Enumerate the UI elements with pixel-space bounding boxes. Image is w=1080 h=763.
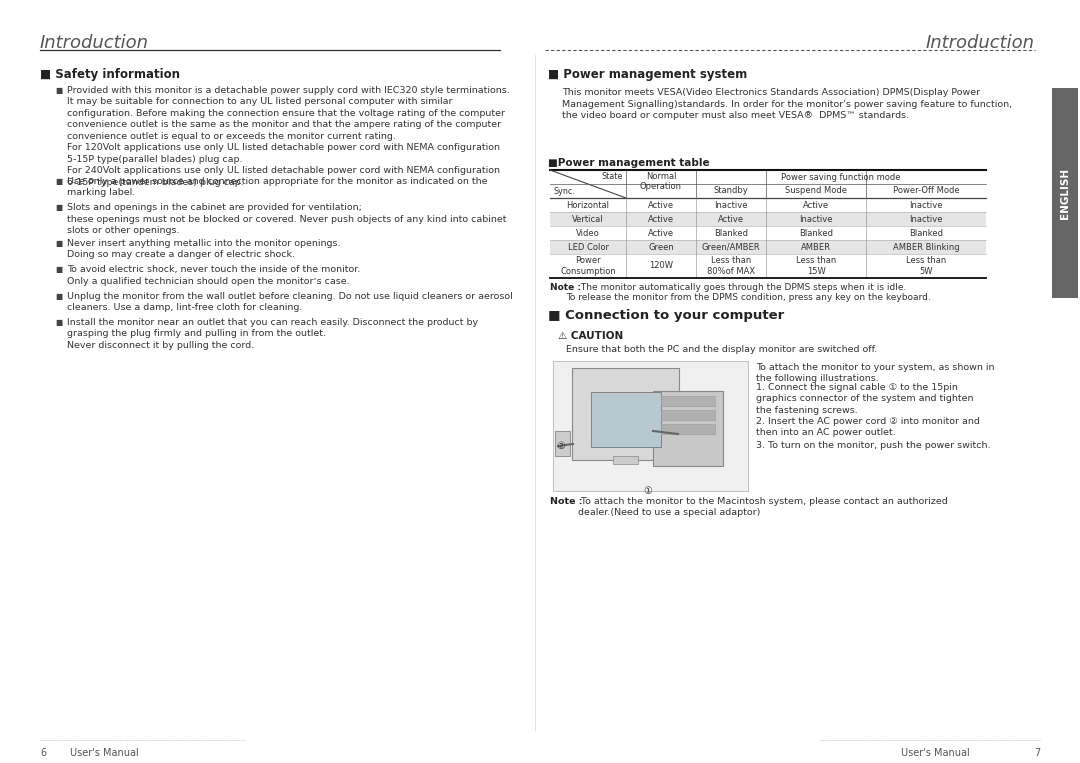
Text: Standby: Standby (714, 186, 748, 195)
Bar (1052, 88, 1078, 298)
Text: ②: ② (556, 441, 565, 451)
Text: Horizontal: Horizontal (567, 201, 609, 210)
Text: ■ Connection to your computer: ■ Connection to your computer (548, 309, 784, 322)
Text: Ensure that both the PC and the display monitor are switched off.: Ensure that both the PC and the display … (566, 345, 877, 354)
Text: 1. Connect the signal cable ① to the 15pin
graphics connector of the system and : 1. Connect the signal cable ① to the 15p… (756, 383, 973, 415)
Text: ■: ■ (55, 291, 63, 301)
Bar (591, 392, 661, 447)
Text: The monitor automatically goes through the DPMS steps when it is idle.: The monitor automatically goes through t… (578, 283, 906, 292)
Text: Active: Active (648, 201, 674, 210)
Text: AMBER: AMBER (801, 243, 831, 252)
Text: Green/AMBER: Green/AMBER (702, 243, 760, 252)
Text: LED Color: LED Color (567, 243, 608, 252)
Text: Less than
15W: Less than 15W (796, 256, 836, 275)
Text: To release the monitor from the DPMS condition, press any key on the keyboard.: To release the monitor from the DPMS con… (566, 293, 931, 302)
Text: ENGLISH: ENGLISH (1059, 167, 1070, 218)
Text: Blanked: Blanked (714, 228, 748, 237)
Text: Power-Off Mode: Power-Off Mode (893, 186, 959, 195)
FancyBboxPatch shape (572, 368, 679, 460)
Text: ■ Safety information: ■ Safety information (40, 68, 180, 81)
Text: Inactive: Inactive (909, 201, 943, 210)
Text: Note :: Note : (550, 497, 582, 506)
Text: Inactive: Inactive (714, 201, 747, 210)
Text: ①: ① (644, 486, 652, 496)
Text: Less than
5W: Less than 5W (906, 256, 946, 275)
Text: AMBER Blinking: AMBER Blinking (893, 243, 959, 252)
Text: Unplug the monitor from the wall outlet before cleaning. Do not use liquid clean: Unplug the monitor from the wall outlet … (67, 291, 513, 312)
Text: User's Manual: User's Manual (70, 748, 138, 758)
Bar (661, 410, 715, 420)
Text: 120W: 120W (649, 262, 673, 271)
Text: Active: Active (648, 214, 674, 224)
Text: Less than
80%of MAX: Less than 80%of MAX (707, 256, 755, 275)
Text: ■: ■ (55, 266, 63, 274)
Text: State: State (602, 172, 623, 181)
Text: Provided with this monitor is a detachable power supply cord with IEC320 style t: Provided with this monitor is a detachab… (67, 86, 510, 187)
Text: User's Manual: User's Manual (901, 748, 970, 758)
Text: ■: ■ (55, 239, 63, 248)
Text: Power
Consumption: Power Consumption (561, 256, 616, 275)
Text: 7: 7 (1034, 748, 1040, 758)
Text: Introduction: Introduction (926, 34, 1035, 52)
Text: Blanked: Blanked (909, 228, 943, 237)
Text: Video: Video (576, 228, 599, 237)
Bar (653, 391, 723, 466)
Text: Inactive: Inactive (799, 214, 833, 224)
Text: Active: Active (718, 214, 744, 224)
Text: Never insert anything metallic into the monitor openings.
Doing so may create a : Never insert anything metallic into the … (67, 239, 340, 259)
Bar (550, 212, 986, 226)
Text: ⚠ CAUTION: ⚠ CAUTION (558, 331, 623, 341)
Bar (553, 361, 748, 491)
Text: To attach the monitor to the Macintosh system, please contact an authorized
deal: To attach the monitor to the Macintosh s… (578, 497, 948, 517)
Text: ■Power management table: ■Power management table (548, 158, 710, 168)
Text: Sync.: Sync. (553, 187, 575, 196)
Text: Power saving function mode: Power saving function mode (781, 173, 901, 182)
Text: 3. To turn on the monitor, push the power switch.: 3. To turn on the monitor, push the powe… (756, 440, 990, 449)
Text: Active: Active (802, 201, 829, 210)
Bar (613, 456, 638, 464)
Text: Normal
Operation: Normal Operation (640, 172, 681, 192)
Text: ■: ■ (55, 86, 63, 95)
Text: Slots and openings in the cabinet are provided for ventilation;
these openings m: Slots and openings in the cabinet are pr… (67, 203, 507, 235)
Bar (550, 240, 986, 254)
Text: Install the monitor near an outlet that you can reach easily. Disconnect the pro: Install the monitor near an outlet that … (67, 318, 478, 350)
Text: ■: ■ (55, 203, 63, 212)
Bar (661, 424, 715, 434)
Text: ■: ■ (55, 177, 63, 186)
Text: Introduction: Introduction (40, 34, 149, 52)
Bar (661, 396, 715, 406)
Text: Inactive: Inactive (909, 214, 943, 224)
Text: Active: Active (648, 228, 674, 237)
Text: To attach the monitor to your system, as shown in
the following illustrations.: To attach the monitor to your system, as… (756, 363, 995, 384)
Text: ■ Power management system: ■ Power management system (548, 68, 747, 81)
Text: Suspend Mode: Suspend Mode (785, 186, 847, 195)
Text: Blanked: Blanked (799, 228, 833, 237)
Text: This monitor meets VESA(Video Electronics Standards Association) DPMS(Display Po: This monitor meets VESA(Video Electronic… (562, 88, 1012, 120)
Text: 2. Insert the AC power cord ② into monitor and
then into an AC power outlet.: 2. Insert the AC power cord ② into monit… (756, 417, 980, 437)
Text: 6: 6 (40, 748, 46, 758)
Text: Green: Green (648, 243, 674, 252)
Text: ■: ■ (55, 318, 63, 327)
Bar (555, 431, 570, 456)
Text: To avoid electric shock, never touch the inside of the monitor.
Only a qualified: To avoid electric shock, never touch the… (67, 266, 361, 285)
Text: Note :: Note : (550, 283, 581, 292)
Text: Vertical: Vertical (572, 214, 604, 224)
Text: Use only a power source and connection appropriate for the monitor as indicated : Use only a power source and connection a… (67, 177, 487, 198)
